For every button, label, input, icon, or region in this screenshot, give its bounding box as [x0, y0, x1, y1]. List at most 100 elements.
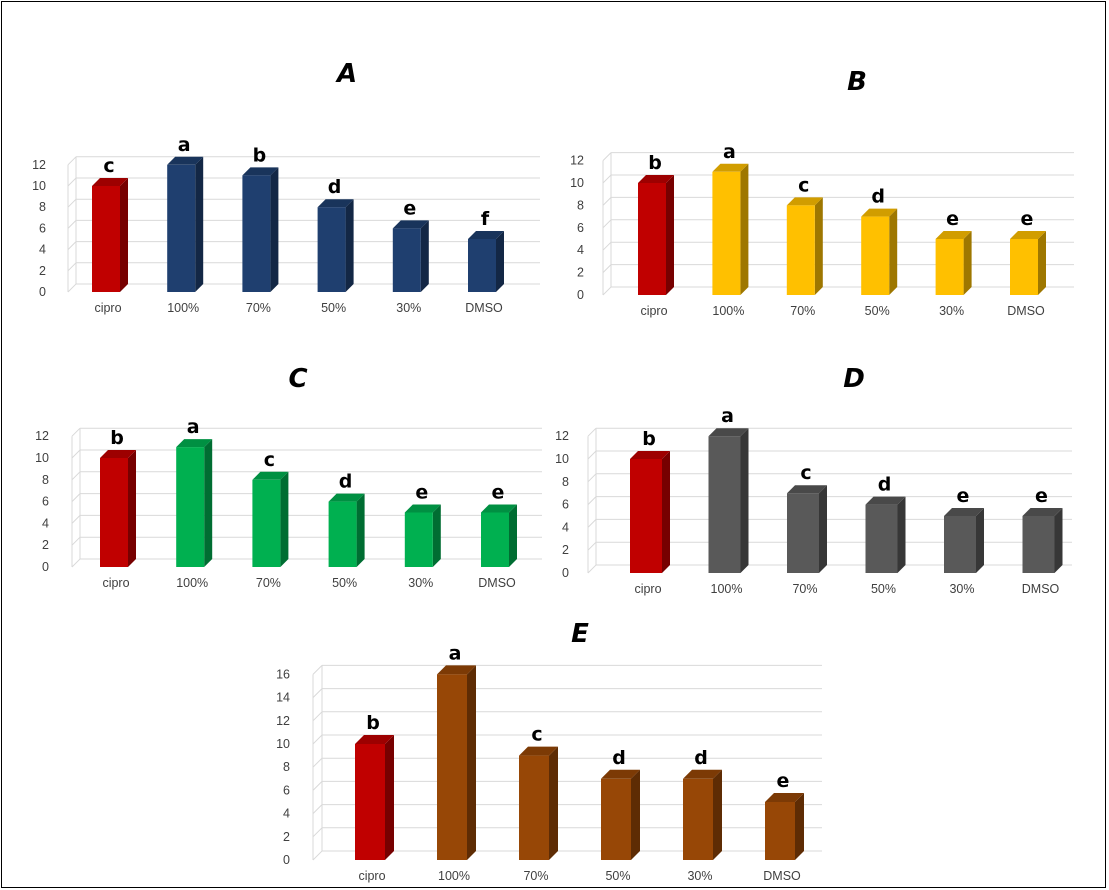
bar-side [509, 504, 517, 567]
y-tick-label: 4 [39, 243, 46, 257]
bar-30% [392, 220, 429, 292]
bar-front [437, 674, 467, 860]
bar-top [708, 428, 749, 437]
bar-significance-label: d [339, 471, 353, 493]
gridline-depth [587, 541, 597, 551]
bar-front [242, 175, 271, 292]
bar-top [392, 220, 429, 229]
bar-front [317, 207, 346, 292]
bar-cipro [630, 451, 670, 573]
bar-top [242, 167, 279, 176]
bar-significance-label: a [449, 642, 462, 664]
bar-front [765, 802, 795, 860]
bar-front [519, 755, 549, 860]
y-tick-label: 4 [283, 807, 290, 821]
x-category-label: cipro [634, 582, 661, 596]
bar-side [195, 156, 204, 292]
chart-panel-D: D 0 2 4 6 8 10 12 b cipro a 100% c 70% d 50% e 30% e DMSO [555, 364, 1072, 596]
bar-top [712, 163, 749, 172]
y-tick-label: 2 [283, 830, 290, 844]
gridline-depth [602, 241, 612, 251]
bar-top [437, 665, 476, 675]
x-category-label: 70% [246, 301, 271, 315]
gridline-depth [71, 493, 81, 502]
bar-significance-label: c [798, 174, 809, 196]
bar-50% [601, 769, 640, 860]
gridline-depth [312, 734, 323, 745]
chart-title: A [335, 59, 357, 89]
bar-top [176, 439, 213, 448]
gridline-depth [602, 264, 612, 273]
bar-side [128, 450, 136, 567]
bar-50% [861, 208, 898, 295]
bar-70% [519, 746, 558, 860]
x-category-label: 100% [711, 582, 743, 596]
x-category-label: 100% [438, 869, 470, 883]
bar-100% [712, 163, 749, 295]
bar-front [630, 459, 662, 573]
bar-side [740, 428, 749, 573]
y-tick-label: 2 [562, 543, 569, 557]
gridline-depth [587, 427, 597, 437]
gridline-depth [587, 496, 597, 505]
y-tick-label: 0 [283, 853, 290, 867]
bar-30% [944, 508, 984, 573]
gridline-depth [71, 449, 81, 459]
bar-100% [167, 156, 204, 292]
bar-front [1022, 516, 1055, 573]
y-tick-label: 2 [39, 264, 46, 278]
bar-side [814, 197, 823, 295]
bar-front [468, 239, 496, 292]
bar-side [345, 199, 354, 292]
y-tick-label: 6 [42, 495, 49, 509]
chart-title: D [843, 364, 865, 394]
bar-cipro [92, 178, 128, 292]
chart-panel-A: A 0 2 4 6 8 10 12 c cipro a 100% b 70% d 50% e 30% f DMSO [32, 59, 540, 315]
x-category-label: 50% [871, 582, 896, 596]
x-category-label: cipro [102, 576, 129, 590]
bar-front [787, 493, 819, 573]
bar-top [355, 735, 394, 744]
gridline-depth [587, 450, 597, 460]
bar-significance-label: c [103, 155, 114, 177]
x-category-label: cipro [640, 304, 667, 318]
x-category-label: 30% [408, 576, 433, 590]
bar-50% [328, 493, 365, 567]
y-tick-label: 12 [32, 158, 46, 172]
gridline-depth [312, 757, 323, 768]
bar-significance-label: c [264, 449, 275, 471]
y-tick-label: 4 [577, 243, 584, 257]
gridline-depth [71, 558, 81, 568]
y-tick-label: 10 [555, 452, 569, 466]
bar-front [786, 205, 815, 295]
bar-side [204, 439, 213, 567]
y-tick-label: 10 [570, 176, 584, 190]
bar-side [662, 451, 670, 573]
bar-significance-label: e [1021, 208, 1034, 230]
bar-top [861, 208, 898, 217]
bar-significance-label: d [694, 747, 708, 769]
y-tick-label: 12 [570, 154, 584, 168]
y-tick-label: 0 [42, 560, 49, 574]
bar-side [432, 504, 441, 567]
bar-front [935, 239, 964, 295]
x-category-label: 70% [792, 582, 817, 596]
y-tick-label: 12 [35, 429, 49, 443]
x-category-label: 50% [321, 301, 346, 315]
gridline-depth [587, 519, 597, 528]
gridline-depth [71, 471, 81, 481]
bar-significance-label: a [721, 405, 734, 427]
bar-side [420, 220, 429, 292]
bar-significance-label: e [403, 197, 416, 219]
bar-significance-label: e [957, 485, 970, 507]
bar-top [468, 231, 504, 239]
bar-top [630, 451, 670, 459]
bar-front [865, 504, 898, 573]
bar-30% [683, 769, 722, 860]
bar-DMSO [765, 793, 804, 860]
bar-significance-label: b [253, 144, 267, 166]
bar-significance-label: e [492, 482, 505, 504]
x-category-label: 100% [167, 301, 199, 315]
